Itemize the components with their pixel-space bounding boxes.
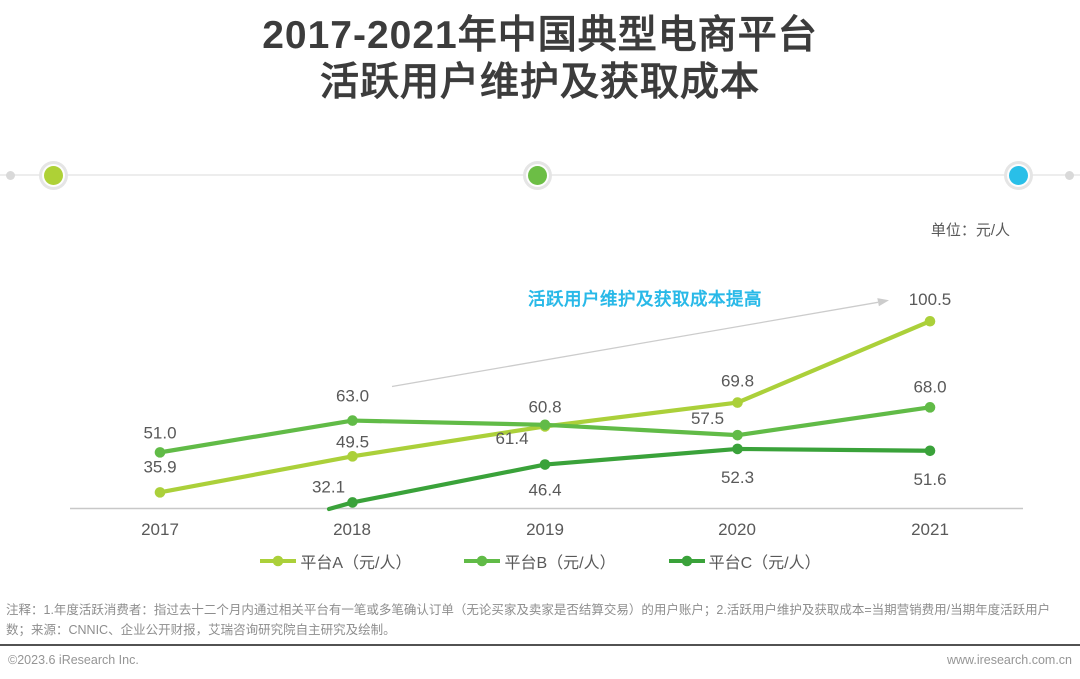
data-label: 49.5 xyxy=(336,432,369,451)
data-point xyxy=(347,497,358,508)
chart-legend: 平台A（元/人） 平台B（元/人） 平台C（元/人） xyxy=(0,549,1080,573)
legend-marker-platform-c-icon xyxy=(668,555,705,567)
legend-label-platform-a: 平台A（元/人） xyxy=(300,555,412,572)
data-point xyxy=(347,451,358,462)
legend-label-platform-c: 平台C（元/人） xyxy=(708,555,821,572)
footnotes: 注释：1.年度活跃消费者：指过去十二个月内通过相关平台有一笔或多笔确认订单（无论… xyxy=(6,603,1051,637)
legend-label-platform-b: 平台B（元/人） xyxy=(504,555,616,572)
legend-marker-platform-b-icon xyxy=(464,555,501,567)
x-axis-label-2020: 2020 xyxy=(718,520,756,539)
data-label: 35.9 xyxy=(143,457,176,476)
copyright-text: ©2023.6 iResearch Inc. xyxy=(8,653,139,667)
data-label: 46.4 xyxy=(528,481,561,500)
data-point xyxy=(154,447,166,458)
x-axis-label-2019: 2019 xyxy=(526,520,564,539)
trend-arrow-head-icon xyxy=(877,298,889,307)
data-point xyxy=(924,445,936,457)
data-label: 52.3 xyxy=(721,468,754,487)
data-point xyxy=(347,415,358,426)
data-label: 100.5 xyxy=(909,290,952,309)
unit-label: 单位：元/人 xyxy=(930,222,1010,239)
data-label: 51.6 xyxy=(913,470,946,489)
series-line-3 xyxy=(326,446,933,512)
data-label: 51.0 xyxy=(143,423,176,442)
legend-item-platform-c: 平台C（元/人） xyxy=(668,549,821,573)
footer-bar: ©2023.6 iResearch Inc. www.iresearch.com… xyxy=(0,644,1080,667)
progress-timeline xyxy=(0,165,1080,185)
title-line-1: 2017-2021年中国典型电商平台 xyxy=(262,14,818,57)
data-point xyxy=(539,459,551,470)
page-title: 2017-2021年中国典型电商平台 活跃用户维护及获取成本 xyxy=(0,0,1080,106)
x-axis-label-2017: 2017 xyxy=(141,520,179,539)
timeline-dot-1 xyxy=(5,170,15,180)
legend-item-platform-a: 平台A（元/人） xyxy=(259,549,411,573)
legend-item-platform-b: 平台B（元/人） xyxy=(463,549,616,573)
timeline-dot-4 xyxy=(1008,165,1028,185)
data-label: 63.0 xyxy=(336,387,369,406)
legend-marker-platform-a-icon xyxy=(260,555,297,567)
data-point xyxy=(539,419,551,431)
data-label: 60.8 xyxy=(528,397,561,416)
data-point xyxy=(924,402,936,413)
data-point xyxy=(732,443,743,455)
data-label: 68.0 xyxy=(913,377,946,396)
timeline-dot-5 xyxy=(1064,170,1074,180)
timeline-dot-2 xyxy=(43,165,63,185)
data-point xyxy=(732,397,743,408)
trend-arrow-line xyxy=(391,301,879,388)
timeline-dot-3 xyxy=(527,165,547,185)
x-axis-label-2018: 2018 xyxy=(333,520,371,539)
data-label: 57.5 xyxy=(691,409,724,428)
data-label: 61.4 xyxy=(495,429,528,448)
x-axis-label-2021: 2021 xyxy=(911,520,949,539)
data-point xyxy=(924,315,936,327)
data-label: 69.8 xyxy=(721,372,754,391)
data-point xyxy=(732,429,743,441)
data-point xyxy=(154,487,166,498)
data-label: 32.1 xyxy=(312,477,345,496)
website-url: www.iresearch.com.cn xyxy=(946,653,1072,667)
chart-annotation: 活跃用户维护及获取成本提高 xyxy=(528,289,762,309)
title-line-2: 活跃用户维护及获取成本 xyxy=(319,61,760,104)
